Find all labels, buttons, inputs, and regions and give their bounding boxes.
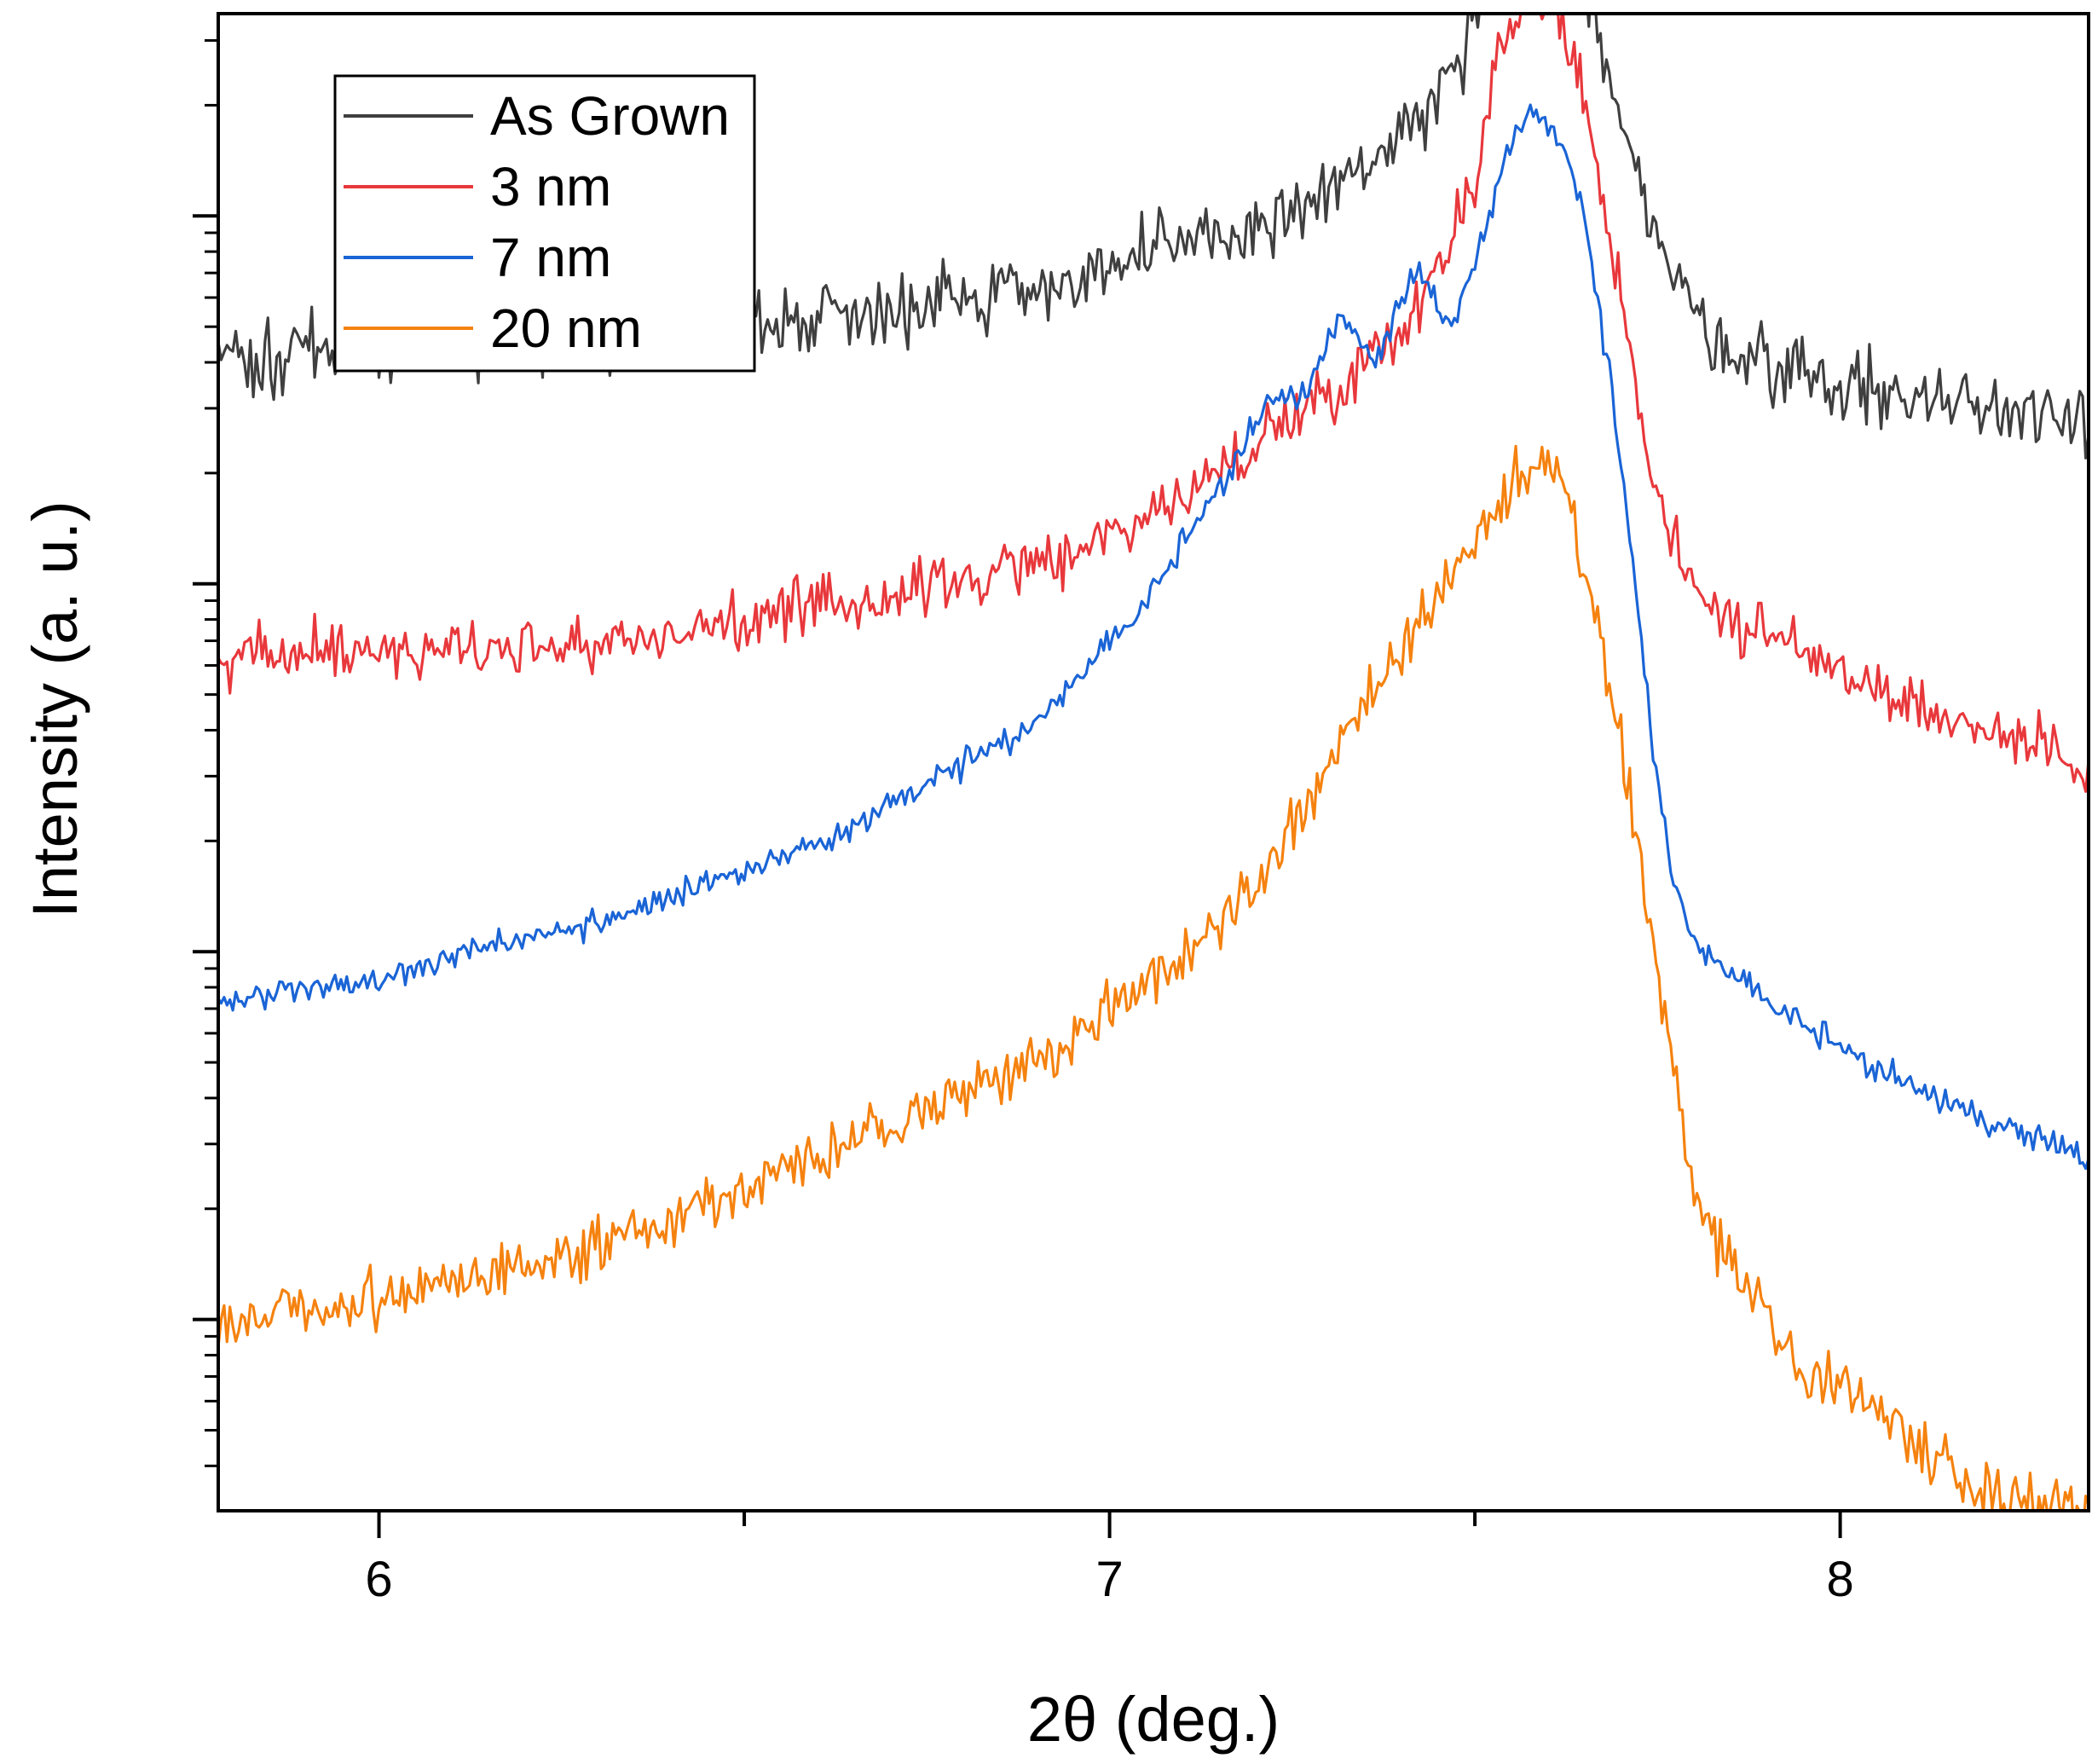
series-line-2 <box>218 103 2089 1171</box>
x-tick-label: 8 <box>1826 1552 1853 1607</box>
ticks-layer <box>193 38 1842 1538</box>
legend-box <box>333 74 756 373</box>
series-line-1 <box>218 14 2089 793</box>
legend-items: As Grown 3 nm 7 nm 20 nm <box>344 85 730 359</box>
plot-frame <box>217 12 2090 1512</box>
x-tick-label: 6 <box>365 1552 392 1607</box>
legend-label: 7 nm <box>490 227 611 288</box>
x-tick-label: 7 <box>1095 1552 1123 1607</box>
legend-label: As Grown <box>490 85 730 147</box>
series-line-3 <box>218 444 2089 1511</box>
legend-label: 20 nm <box>490 298 642 359</box>
legend: As Grown 3 nm 7 nm 20 nm <box>333 74 756 373</box>
x-tick-labels: 6 7 8 <box>365 1552 1853 1607</box>
x-axis-title: 2θ (deg.) <box>1027 1684 1280 1755</box>
y-axis-title: Intensity (a. u.) <box>20 500 90 917</box>
legend-label: 3 nm <box>490 156 611 217</box>
